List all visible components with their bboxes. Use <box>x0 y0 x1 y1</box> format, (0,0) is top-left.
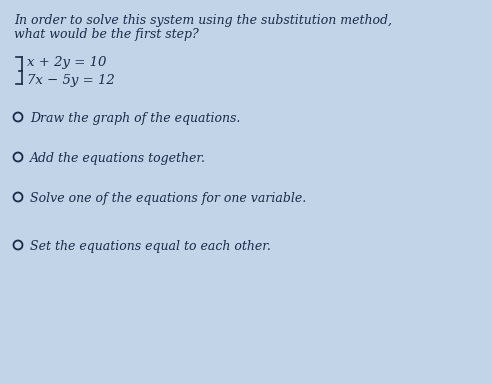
Text: Draw the graph of the equations.: Draw the graph of the equations. <box>30 112 241 125</box>
Text: what would be the first step?: what would be the first step? <box>14 28 199 41</box>
Text: In order to solve this system using the substitution method,: In order to solve this system using the … <box>14 14 392 27</box>
Text: Set the equations equal to each other.: Set the equations equal to each other. <box>30 240 271 253</box>
Text: Add the equations together.: Add the equations together. <box>30 152 206 165</box>
Text: 7x − 5y = 12: 7x − 5y = 12 <box>27 74 115 87</box>
Text: x + 2y = 10: x + 2y = 10 <box>27 56 106 69</box>
Text: Solve one of the equations for one variable.: Solve one of the equations for one varia… <box>30 192 306 205</box>
